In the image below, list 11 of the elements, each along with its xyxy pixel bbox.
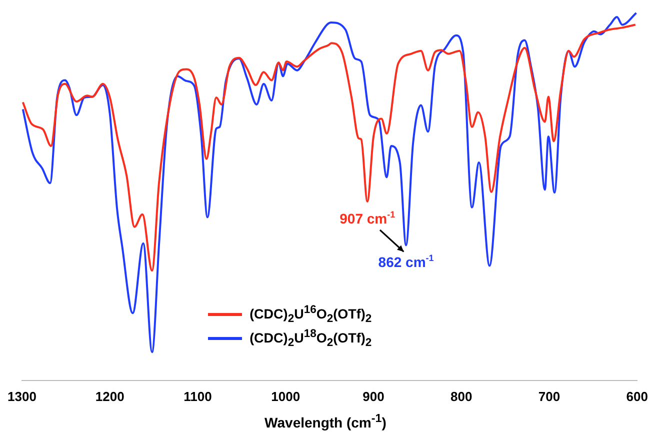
- x-tick-label: 800: [450, 388, 472, 404]
- x-tick-label: 600: [626, 388, 648, 404]
- x-tick-label: 900: [362, 388, 384, 404]
- x-tick-label: 1200: [95, 388, 124, 404]
- x-axis-title: Wavelength (cm$^{-1}$): [264, 411, 388, 432]
- x-tick-label: 1300: [8, 388, 36, 404]
- legend-label: (CDC)$_{2}$U$^{16}$O$_{2}$(OTf)$_{2}$: [250, 304, 372, 325]
- x-tick-label: 700: [538, 388, 560, 404]
- x-tick-label: 1100: [184, 388, 212, 404]
- legend-label: (CDC)$_{2}$U$^{18}$O$_{2}$(OTf)$_{2}$: [250, 328, 372, 349]
- x-tick-label: 1000: [271, 388, 300, 404]
